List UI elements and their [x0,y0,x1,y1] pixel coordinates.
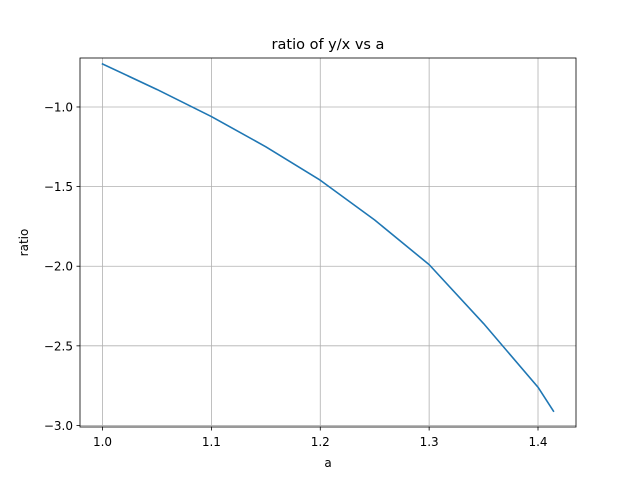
x-axis: 1.0 1.1 1.2 1.3 1.4 [93,427,548,449]
y-tick-label: −1.0 [44,100,73,114]
y-tick-label: −2.0 [44,260,73,274]
y-tick-label: −2.5 [44,339,73,353]
x-tick-label: 1.4 [528,435,547,449]
y-tick-label: −1.5 [44,180,73,194]
grid [80,58,576,427]
x-tick-label: 1.1 [202,435,221,449]
x-axis-label: a [324,456,331,470]
x-tick-label: 1.0 [93,435,112,449]
plot-frame [79,57,577,428]
series-line [101,62,555,413]
y-axis: −1.0 −1.5 −2.0 −2.5 −3.0 [44,100,80,433]
x-tick-label: 1.2 [311,435,330,449]
y-tick-label: −3.0 [44,419,73,433]
x-tick-label: 1.3 [420,435,439,449]
chart-title: ratio of y/x vs a [272,37,385,53]
series-layer [101,62,555,413]
y-axis-label: ratio [17,229,31,257]
